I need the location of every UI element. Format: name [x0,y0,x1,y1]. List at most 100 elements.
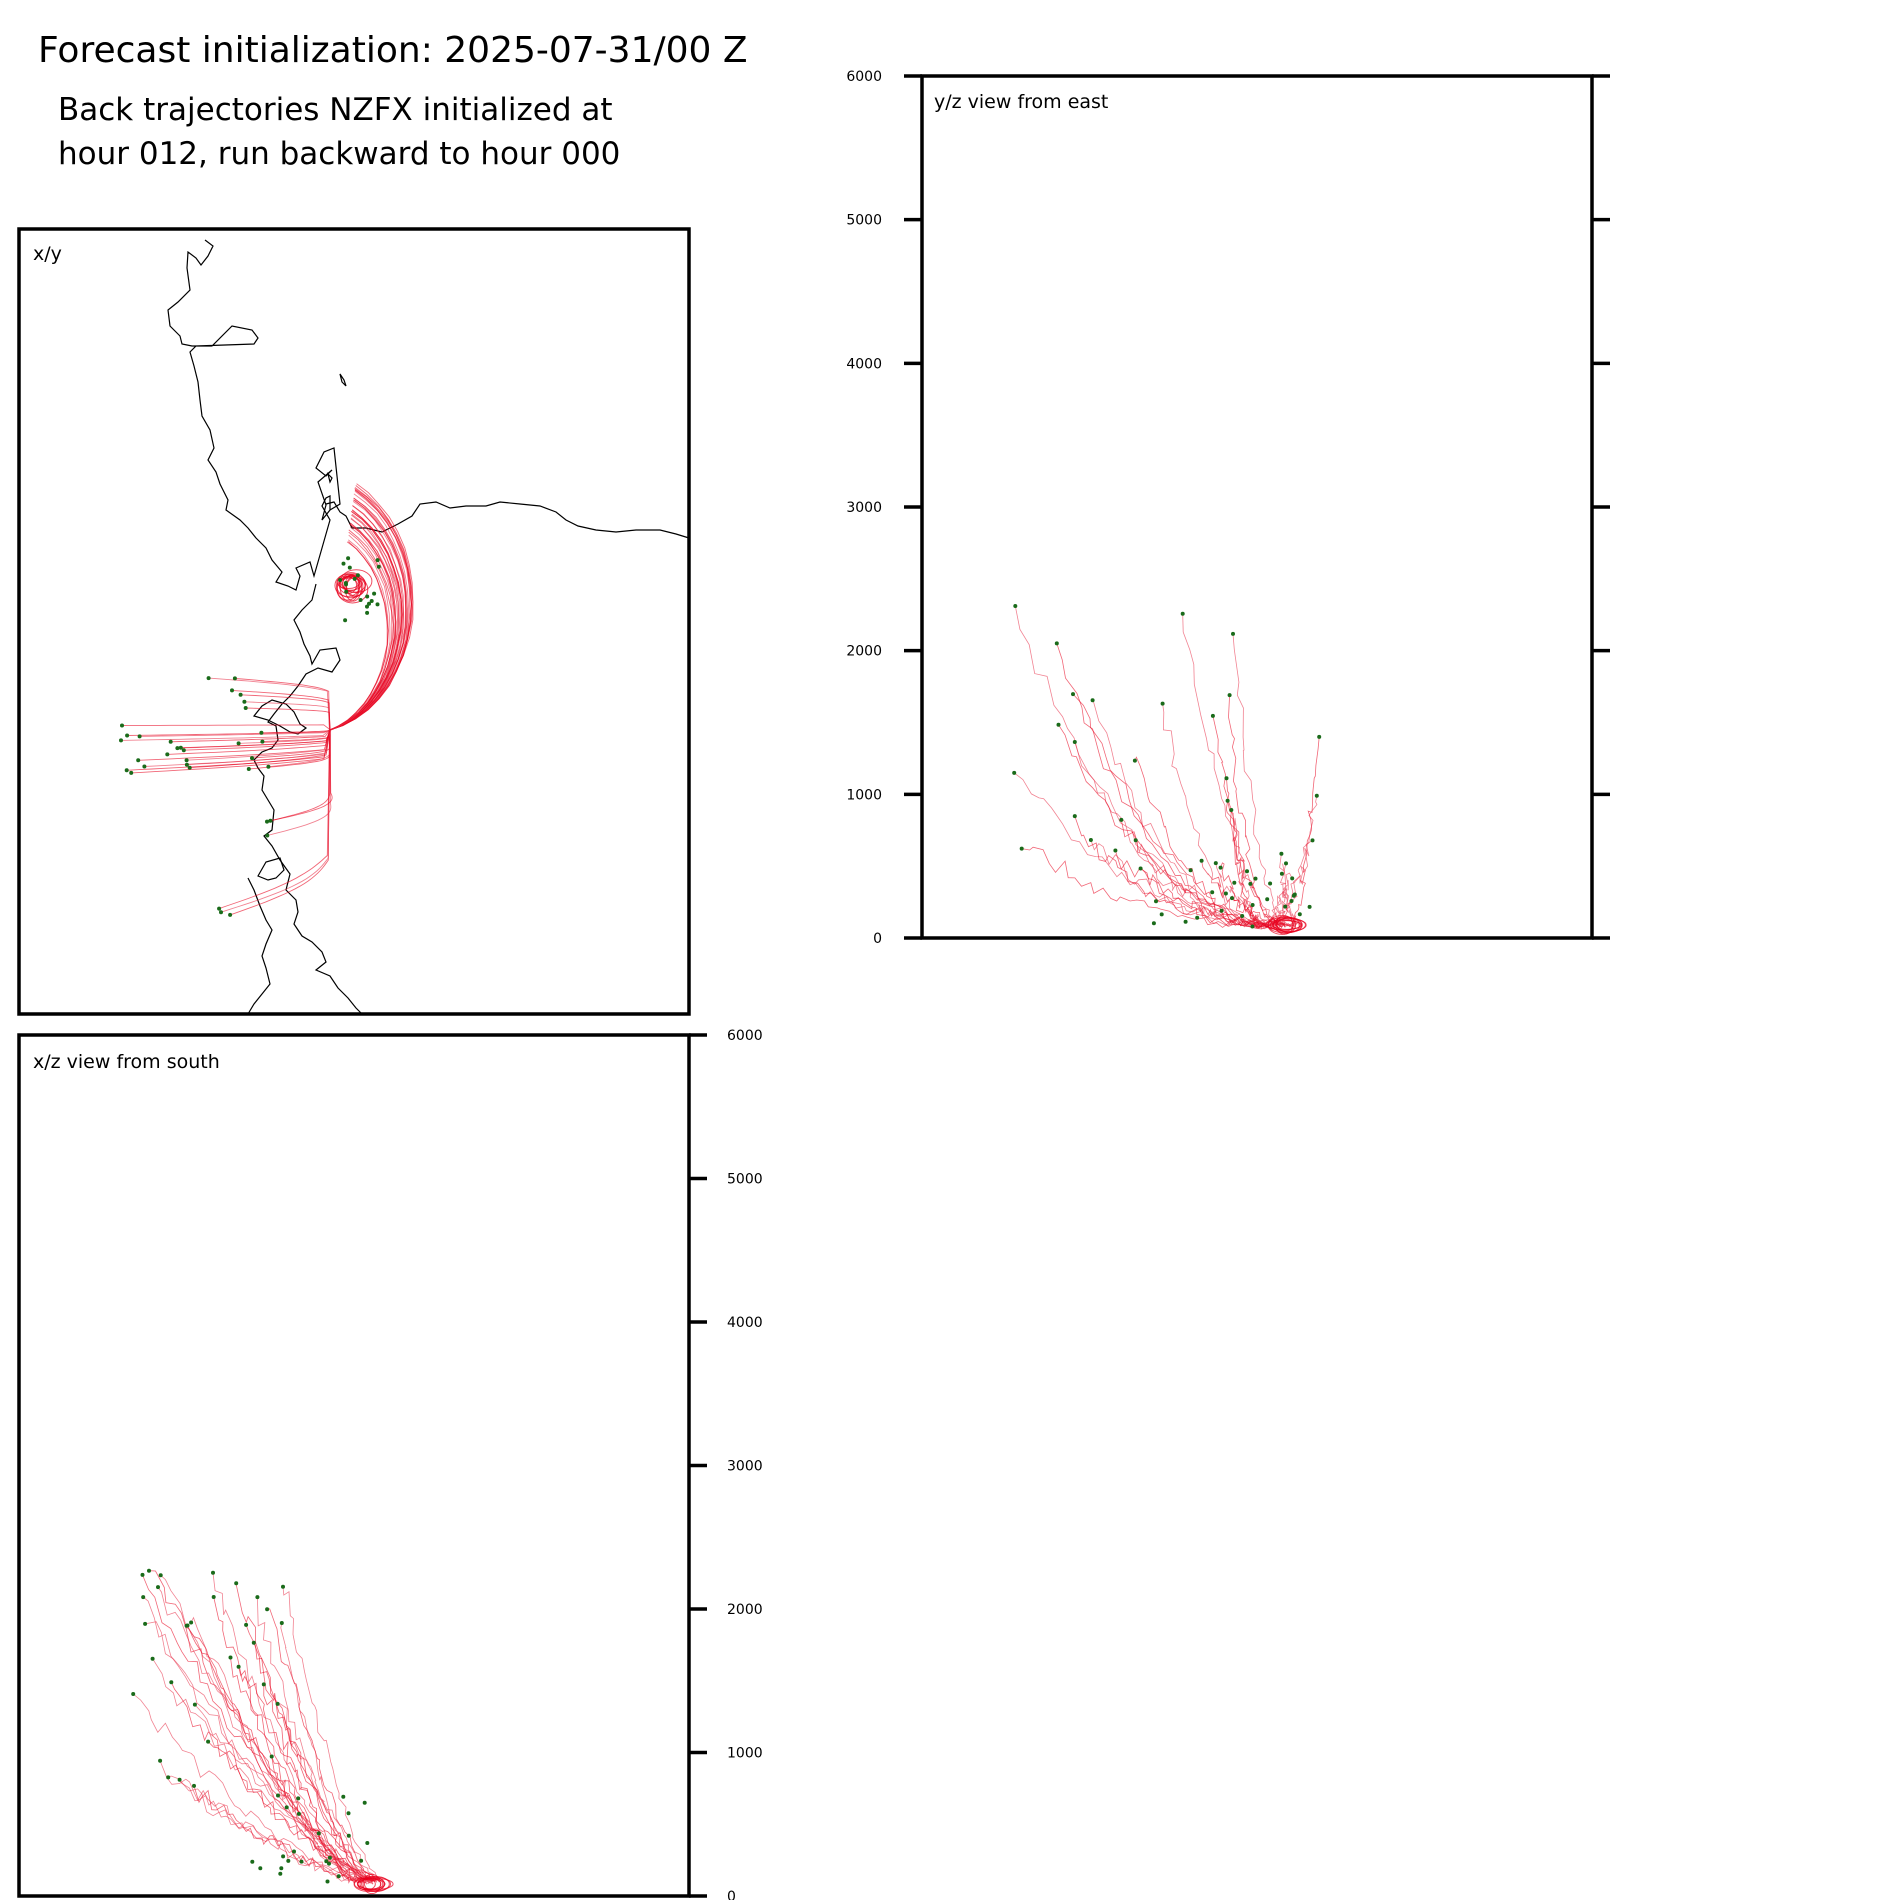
xy-panel-label: x/y [33,243,62,265]
xy-trajectory-point [344,582,348,587]
xy-trajectory [270,483,414,822]
xy-trajectory [186,522,397,761]
xz-trajectory-start [265,1607,270,1612]
coastline-south [253,583,363,1015]
xz-trajectory-point [299,1859,304,1864]
xy-trajectory [238,501,407,744]
yz-trajectory-start [1290,876,1295,881]
yz-trajectory-point [1159,912,1164,917]
yz-trajectory [1058,724,1289,928]
xz-trajectory-point [316,1831,321,1836]
xz-trajectory [132,1693,359,1881]
xy-trajectory-loop [344,573,362,602]
xy-trajectory-start [232,676,237,681]
y-tick-label-2000: 2000 [727,1602,763,1618]
xy-trajectory-start [119,738,123,743]
yz-panel: y/z view from east 0 1000 2000 3000 4000 5000… [846,69,1610,947]
xz-axis-ticks: 0 1000 2000 3000 4000 5000 6000 [689,1028,763,1900]
yz-trajectory-point [1265,897,1270,902]
xy-trajectory [121,497,408,731]
xy-trajectory-start [243,706,248,710]
yz-trajectory [1120,819,1279,930]
xy-trajectory-point [369,599,374,603]
xy-trajectory-start [165,752,170,757]
xz-trajectory-point [325,1879,330,1884]
xz-trajectory-start [211,1595,216,1599]
yz-trajectory-point [1292,892,1297,897]
xy-trajectory-start [260,739,265,744]
y-tick-label-0: 0 [727,1889,736,1900]
xz-trajectory-point [346,1811,351,1816]
xz-trajectory-start [140,1572,145,1577]
xy-trajectory-point [347,565,352,570]
xz-trajectory-point [286,1858,291,1863]
xz-trajectory-start [177,1777,182,1782]
xz-trajectory-point [250,1859,255,1864]
xy-trajectory-start [187,765,192,770]
xz-trajectory-point [362,1800,367,1805]
yz-trajectory-loop [1269,917,1306,933]
xz-trajectory-point [292,1849,296,1854]
yz-trajectory-start [1213,861,1218,866]
xz-trajectory-point [324,1859,329,1864]
xy-trajectory-lines [120,483,414,916]
yz-trajectory [1021,846,1266,928]
xz-trajectory-point [279,1866,284,1871]
xy-trajectory [183,518,398,751]
xy-trajectory-start [217,906,222,911]
yz-trajectory-point [1289,899,1294,903]
xy-map-panel: x/y [17,227,691,1016]
xz-trajectory-point [281,1854,286,1859]
xz-trajectory-start [156,1585,160,1590]
xy-trajectory-start [228,912,233,917]
yz-trajectory-start [1210,713,1215,718]
yz-trajectory [1279,853,1300,928]
xz-trajectory [160,1575,369,1885]
yz-trajectory-point [1232,880,1237,885]
xz-trajectory-start [255,1595,260,1600]
xz-trajectory [238,1666,378,1882]
xz-trajectory-point [296,1796,301,1801]
y-tick-label-5000: 5000 [846,213,882,229]
yz-trajectory-start [1054,641,1059,646]
xz-trajectory [168,1775,357,1882]
xz-trajectory-point [327,1861,331,1866]
xy-trajectory [126,487,412,771]
yz-trajectory-start [1133,838,1138,843]
xz-trajectory-start [189,1620,194,1625]
xz-panel-label: x/z view from south [33,1051,220,1073]
yz-trajectory [1201,860,1297,928]
yz-trajectory-start [1072,740,1077,744]
xy-trajectory [127,529,394,736]
xz-trajectory [207,1741,374,1885]
xz-trajectory-start [236,1664,241,1669]
xy-trajectory-start [246,767,251,771]
yz-trajectory-point [1195,915,1200,920]
yz-trajectory [1225,778,1264,929]
yz-trajectory-loop [1275,915,1294,935]
xz-trajectory-markers [131,1568,370,1884]
xy-trajectory [144,490,410,767]
y-tick-label-6000: 6000 [846,69,882,85]
xy-trajectory-start [125,733,130,738]
xz-trajectory-start [211,1570,215,1575]
yz-trajectory-point [1250,903,1255,907]
xz-trajectory-start [131,1692,136,1696]
yz-trajectory-start [1218,865,1223,870]
yz-trajectory-start [1138,866,1143,871]
xy-trajectory-start [265,833,270,838]
xz-trajectory-start [244,1622,249,1627]
yz-trajectory-start [1224,776,1229,781]
yz-trajectory-start [1310,838,1315,843]
coastline-north-bay [325,501,690,539]
xy-trajectory-start [181,748,186,753]
y-tick-label-0: 0 [873,931,882,947]
figure-title: Forecast initialization: 2025-07-31/00 Z [38,30,748,71]
xy-trajectory [180,511,402,749]
yz-trajectory [1182,613,1298,926]
xy-trajectory-point [338,578,343,582]
xy-trajectory-start [266,764,271,769]
xz-trajectory-start [251,1640,256,1645]
yz-trajectory-start [1132,758,1137,763]
xy-trajectory-start [137,734,142,739]
